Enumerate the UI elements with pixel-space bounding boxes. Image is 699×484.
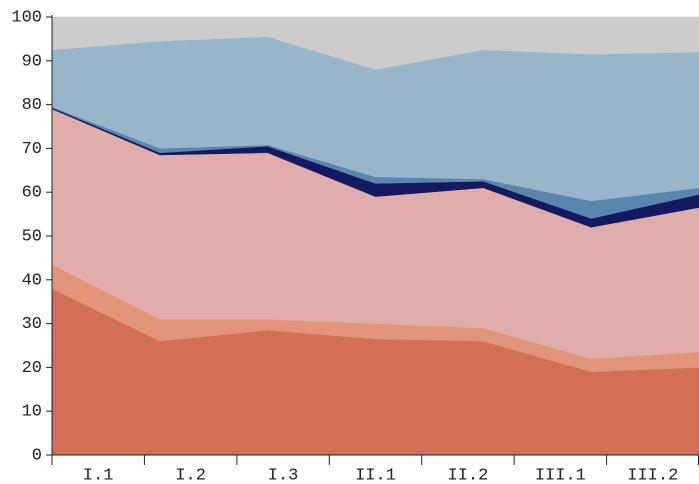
y-tick-label: 60 <box>22 184 42 203</box>
y-tick-label: 10 <box>22 403 42 422</box>
y-tick-label: 30 <box>22 315 42 334</box>
y-tick-label: 100 <box>11 8 42 27</box>
x-tick-label: I.3 <box>268 466 299 484</box>
y-tick-label: 50 <box>22 227 42 246</box>
x-tick-label: I.2 <box>175 466 206 484</box>
x-tick-label: III.1 <box>535 466 586 484</box>
area <box>51 16 699 70</box>
x-tick-label: I.1 <box>83 466 114 484</box>
x-tick-label: II.1 <box>355 466 396 484</box>
y-tick-label: 80 <box>22 96 42 115</box>
y-tick-label: 20 <box>22 359 42 378</box>
y-tick-label: 40 <box>22 271 42 290</box>
y-tick-label: 90 <box>22 52 42 71</box>
y-tick-label: 0 <box>32 446 42 465</box>
x-tick-label: II.2 <box>448 466 489 484</box>
y-tick-label: 70 <box>22 140 42 159</box>
x-tick-label: III.2 <box>627 466 678 484</box>
